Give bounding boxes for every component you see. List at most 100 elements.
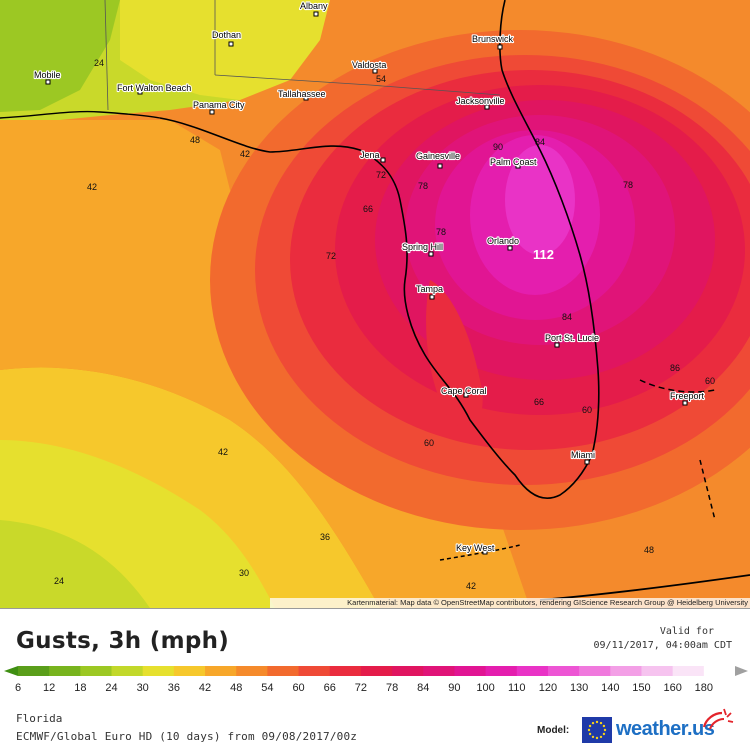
contour-label: 84 — [562, 312, 572, 322]
eu-flag-icon — [582, 717, 612, 743]
contour-label: 42 — [466, 581, 476, 591]
scale-tick-label: 160 — [663, 682, 681, 694]
scale-swatch — [547, 666, 580, 676]
state-border-al — [104, 0, 109, 111]
scale-swatch — [516, 666, 549, 676]
scale-tick-label: 60 — [292, 682, 304, 694]
state-border-ga-fl — [214, 74, 501, 96]
gust-map[interactable]: 24 54 48 42 84 90 78 42 72 78 66 78 72 84 86 60 66 60 60 42… — [0, 0, 750, 608]
contour-label: 36 — [320, 532, 330, 542]
contour-label: 90 — [493, 142, 503, 152]
weather-logo-icon — [702, 708, 734, 730]
city-label: Fort Walton Beach — [117, 83, 191, 93]
contour-label: 66 — [363, 204, 373, 214]
scale-tick-label: 120 — [539, 682, 557, 694]
scale-swatch — [672, 666, 705, 676]
scale-swatch — [329, 666, 362, 676]
city-label: Mobile — [34, 70, 61, 80]
city-marker — [303, 95, 309, 101]
scale-tick-label: 30 — [137, 682, 149, 694]
scale-tick-label: 100 — [476, 682, 494, 694]
city-marker — [515, 163, 521, 169]
scale-swatch — [485, 666, 518, 676]
scale-swatch — [610, 666, 642, 676]
scale-tick-label: 48 — [230, 682, 242, 694]
scale-tick-label: 24 — [105, 682, 117, 694]
city-marker — [554, 342, 560, 348]
brand-logo[interactable]: weather.us — [616, 718, 715, 740]
contour-label: 54 — [376, 74, 386, 84]
city-marker — [429, 294, 435, 300]
scale-over-arrow — [735, 666, 748, 676]
city-label: Jacksonville — [456, 96, 505, 106]
gust-map-canvas: 24 54 48 42 84 90 78 42 72 78 66 78 72 84 86 60 66 60 60 42… — [0, 0, 750, 608]
scale-tick-label: 110 — [508, 682, 526, 694]
city-label: Albany — [300, 1, 328, 11]
contour-label: 78 — [623, 180, 633, 190]
contour-label: 78 — [418, 181, 428, 191]
scale-swatch — [49, 666, 81, 676]
scale-tick-label: 54 — [261, 682, 273, 694]
city-label: Spring Hill — [402, 242, 443, 252]
city-label: Panama City — [193, 100, 245, 110]
valid-label: Valid for — [659, 626, 714, 637]
scale-swatch — [80, 666, 113, 676]
scale-swatch — [360, 666, 393, 676]
city-marker — [313, 11, 319, 17]
contour-label: 60 — [424, 438, 434, 448]
scale-tick-label: 72 — [355, 682, 367, 694]
scale-tick-label: 36 — [168, 682, 180, 694]
contour-label: 48 — [190, 135, 200, 145]
contour-label: 42 — [240, 149, 250, 159]
bahamas-andros — [699, 459, 716, 521]
map-attribution[interactable]: Kartenmaterial: Map data © OpenStreetMap… — [270, 598, 750, 608]
city-marker — [437, 163, 443, 169]
scale-swatch — [173, 666, 206, 676]
contour-label: 72 — [376, 170, 386, 180]
city-label: Miami — [571, 450, 595, 460]
contour-label: 86 — [670, 363, 680, 373]
scale-tick-label: 150 — [632, 682, 650, 694]
city-label: Valdosta — [352, 60, 386, 70]
city-marker — [463, 392, 469, 398]
city-label: Gainesville — [416, 151, 460, 161]
city-marker — [584, 459, 590, 465]
scale-swatch — [392, 666, 424, 676]
scale-tick-label: 84 — [417, 682, 429, 694]
city-marker — [682, 400, 688, 406]
contour-label: 30 — [239, 568, 249, 578]
city-marker — [228, 41, 234, 47]
city-label: Palm Coast — [490, 157, 537, 167]
page-title: Gusts, 3h (mph) — [16, 628, 230, 654]
contour-label: 24 — [54, 576, 64, 586]
city-label: Brunswick — [472, 34, 514, 44]
contour-label: 24 — [94, 58, 104, 68]
scale-tick-label: 66 — [324, 682, 336, 694]
scale-swatch — [298, 666, 331, 676]
scale-swatch — [267, 666, 300, 676]
city-label: Jena — [360, 150, 380, 160]
contour-label: 42 — [87, 182, 97, 192]
city-marker — [45, 79, 51, 85]
scale-tick-label: 130 — [570, 682, 588, 694]
contour-label: 66 — [534, 397, 544, 407]
gust-field-inland-lull — [426, 280, 483, 428]
scale-swatch — [641, 666, 674, 676]
city-label: Orlando — [487, 236, 519, 246]
city-label: Freeport — [670, 391, 705, 401]
scale-tick-label: 12 — [43, 682, 55, 694]
panel-divider — [0, 608, 750, 609]
city-marker — [428, 251, 434, 257]
scale-tick-label: 6 — [15, 682, 21, 694]
city-marker — [209, 109, 215, 115]
city-markers: Albany Dothan Brunswick Valdosta Mobile Fort … — [33, 0, 706, 555]
scale-tick-label: 180 — [695, 682, 713, 694]
scale-tick-label: 78 — [386, 682, 398, 694]
gust-field-panhandle-yellow — [120, 0, 330, 100]
color-scale-bar: 6 12 18 24 30 36 42 48 54 60 66 72 78 84 90 100 110 120 13… — [4, 666, 748, 694]
scale-swatch — [703, 666, 736, 676]
city-label: Port St. Lucie — [545, 333, 599, 343]
city-marker — [137, 89, 143, 95]
scale-tick-label: 42 — [199, 682, 211, 694]
city-marker — [482, 549, 488, 555]
